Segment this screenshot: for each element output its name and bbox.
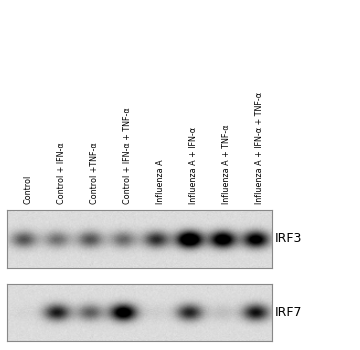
- Text: Influenza A + TNF-α: Influenza A + TNF-α: [222, 125, 231, 204]
- Text: Control +TNF-α: Control +TNF-α: [90, 143, 99, 204]
- Text: Influenza A + IFN-α + TNF-α: Influenza A + IFN-α + TNF-α: [255, 92, 264, 204]
- Text: IRF3: IRF3: [274, 232, 302, 245]
- Text: Influenza A: Influenza A: [156, 160, 165, 204]
- Text: Control + IFN-α + TNF-α: Control + IFN-α + TNF-α: [123, 108, 132, 204]
- Text: Control: Control: [24, 175, 33, 204]
- Text: Influenza A + IFN-α: Influenza A + IFN-α: [189, 127, 198, 204]
- Text: IRF7: IRF7: [274, 306, 302, 319]
- Text: Control + IFN-α: Control + IFN-α: [57, 143, 66, 204]
